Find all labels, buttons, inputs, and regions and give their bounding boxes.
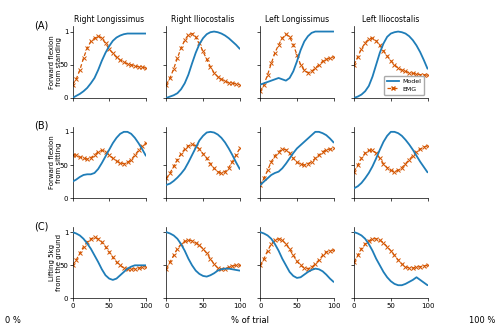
Y-axis label: Forward flexion
from standing: Forward flexion from standing — [49, 35, 62, 89]
Legend: Model, EMG: Model, EMG — [384, 76, 424, 95]
Text: 100 %: 100 % — [468, 316, 495, 325]
Text: (A): (A) — [34, 21, 48, 31]
Title: Left Iliocostalis: Left Iliocostalis — [362, 15, 420, 24]
Text: (B): (B) — [34, 121, 48, 131]
Y-axis label: Lifting 5kg
from the ground: Lifting 5kg from the ground — [49, 234, 62, 291]
Text: 0 %: 0 % — [5, 316, 21, 325]
Title: Right Iliocostalis: Right Iliocostalis — [172, 15, 234, 24]
Text: % of trial: % of trial — [231, 316, 269, 325]
Text: (C): (C) — [34, 221, 48, 231]
Y-axis label: Forward flexion
from sitting: Forward flexion from sitting — [49, 135, 62, 189]
Title: Right Longissimus: Right Longissimus — [74, 15, 144, 24]
Title: Left Longissimus: Left Longissimus — [265, 15, 329, 24]
